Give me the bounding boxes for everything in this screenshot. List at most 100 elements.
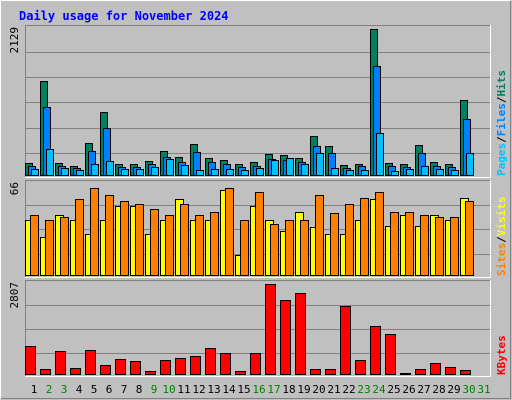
bar-pages-day-30 (466, 153, 474, 176)
panel-hits-files-pages: 2129 Pages/Files/Hits (8, 25, 508, 178)
day-label: 13 (207, 383, 220, 396)
y-axis-max-label: 2129 (8, 27, 21, 54)
bar-kbytes-day-7 (115, 359, 126, 375)
bar-pages-day-18 (286, 158, 294, 176)
bar-sites-day-8 (135, 204, 144, 276)
bar-pages-day-9 (151, 167, 159, 176)
legend-entry: / (495, 96, 508, 103)
y-axis-max-label: 2807 (8, 282, 21, 309)
bar-pages-day-10 (166, 159, 174, 176)
bar-pages-day-14 (226, 169, 234, 176)
bar-pages-day-17 (271, 160, 279, 176)
bar-sites-day-24 (375, 192, 384, 276)
bar-pages-day-24 (376, 133, 384, 176)
legend-entry: Visits (495, 197, 508, 237)
bar-pages-day-2 (46, 149, 54, 176)
bar-pages-day-25 (391, 171, 399, 176)
bar-kbytes-day-11 (175, 358, 186, 375)
bar-sites-day-30 (465, 201, 474, 276)
bar-kbytes-day-8 (130, 361, 141, 375)
bar-kbytes-day-4 (70, 368, 81, 375)
legend-entry: Hits (495, 70, 508, 97)
day-label: 31 (477, 383, 490, 396)
day-label: 19 (297, 383, 310, 396)
bar-pages-day-21 (331, 168, 339, 176)
bar-sites-day-12 (195, 215, 204, 276)
bar-kbytes-day-25 (385, 334, 396, 375)
day-label: 26 (402, 383, 415, 396)
bar-sites-day-2 (45, 220, 54, 276)
bar-sites-day-18 (285, 220, 294, 276)
y-axis-max-label: 66 (8, 182, 21, 195)
bar-sites-day-21 (330, 213, 339, 276)
day-label: 28 (432, 383, 445, 396)
bar-pages-day-4 (76, 170, 84, 176)
day-label: 7 (121, 383, 128, 396)
bar-pages-day-26 (406, 169, 414, 176)
bar-sites-day-6 (105, 195, 114, 276)
bar-pages-day-8 (136, 169, 144, 176)
bar-kbytes-day-19 (295, 293, 306, 375)
legend-entry: Sites (495, 243, 508, 276)
legend-entry: KBytes (495, 335, 508, 375)
bar-pages-day-20 (316, 153, 324, 176)
day-axis: 1 2 3 4 5 6 7 8 9 10 11 12 13 14 15 16 17 18 19 20 21 22 23 24 2… (31, 383, 491, 396)
panel-kbytes: 2807 KBytes (8, 280, 508, 377)
bar-pages-day-28 (436, 169, 444, 176)
bar-pages-day-5 (91, 164, 99, 176)
legend: KBytes (495, 335, 508, 375)
bar-sites-day-15 (240, 220, 249, 276)
bar-sites-day-1 (30, 215, 39, 276)
bar-pages-day-22 (346, 170, 354, 176)
bar-kbytes-day-16 (250, 353, 261, 375)
bar-sites-day-29 (450, 217, 459, 276)
bar-pages-day-16 (256, 168, 264, 176)
day-label: 29 (447, 383, 460, 396)
bar-sites-day-11 (180, 204, 189, 276)
bar-kbytes-day-23 (355, 360, 366, 375)
bar-sites-day-22 (345, 204, 354, 276)
bar-pages-day-27 (421, 166, 429, 176)
bar-sites-day-13 (210, 212, 219, 276)
day-label: 2 (46, 383, 53, 396)
bar-kbytes-day-20 (310, 369, 321, 375)
legend: Pages/Files/Hits (495, 70, 508, 176)
bar-sites-day-25 (390, 212, 399, 276)
bar-pages-day-23 (361, 170, 369, 176)
day-label: 9 (151, 383, 158, 396)
chart-title: Daily usage for November 2024 (19, 9, 229, 23)
day-label: 16 (252, 383, 265, 396)
bar-pages-day-13 (211, 169, 219, 176)
bar-kbytes-day-29 (445, 367, 456, 375)
legend: Sites/Visits (495, 197, 508, 277)
day-label: 4 (76, 383, 83, 396)
day-label: 17 (267, 383, 280, 396)
bar-pages-day-11 (181, 165, 189, 176)
bar-kbytes-day-2 (40, 369, 51, 375)
bar-pages-day-12 (196, 170, 204, 176)
bar-kbytes-day-12 (190, 356, 201, 375)
bar-pages-day-1 (31, 169, 39, 176)
bar-pages-day-7 (121, 169, 129, 176)
day-label: 11 (177, 383, 190, 396)
day-label: 3 (61, 383, 68, 396)
day-label: 20 (312, 383, 325, 396)
day-label: 8 (136, 383, 143, 396)
bar-sites-day-14 (225, 188, 234, 276)
panel-visits-sites: 66 Sites/Visits (8, 180, 508, 278)
bar-pages-day-3 (61, 168, 69, 176)
bar-pages-day-6 (106, 161, 114, 176)
bar-kbytes-day-5 (85, 350, 96, 375)
bar-sites-day-7 (120, 201, 129, 276)
bar-sites-day-20 (315, 195, 324, 276)
day-label: 21 (327, 383, 340, 396)
bar-kbytes-day-24 (370, 326, 381, 375)
bar-sites-day-17 (270, 224, 279, 276)
day-label: 18 (282, 383, 295, 396)
day-label: 6 (106, 383, 113, 396)
bar-kbytes-day-1 (25, 346, 36, 375)
day-label: 24 (372, 383, 386, 396)
bar-kbytes-day-10 (160, 360, 171, 375)
bar-sites-day-23 (360, 198, 369, 276)
